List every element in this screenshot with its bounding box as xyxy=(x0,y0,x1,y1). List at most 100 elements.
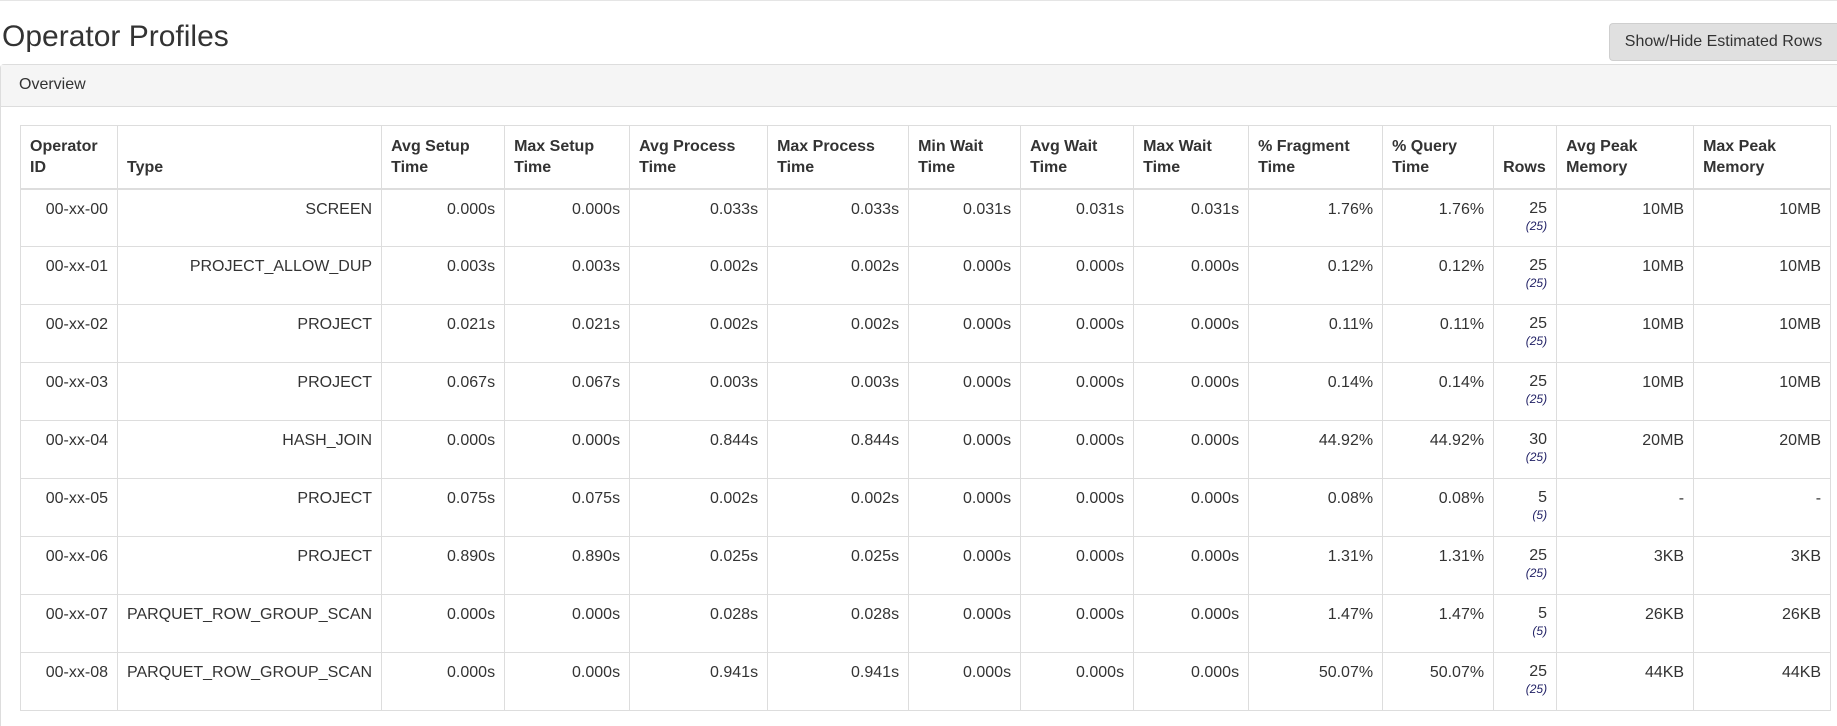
rows-cell: 30 (25) xyxy=(1493,420,1558,479)
avg-process-time-cell: 0.941s xyxy=(629,652,769,711)
column-header-operator-id[interactable]: Operator ID xyxy=(20,125,118,190)
max-process-time-cell: 0.002s xyxy=(767,246,910,305)
rows-cell: 25 (25) xyxy=(1493,362,1558,421)
rows-cell: 5 (5) xyxy=(1493,594,1558,653)
actual-rows-value: 30 xyxy=(1529,431,1548,448)
max-setup-time-cell: 0.890s xyxy=(504,536,631,595)
max-process-time-cell: 0.941s xyxy=(767,652,910,711)
max-wait-time-cell: 0.000s xyxy=(1133,536,1250,595)
max-peak-memory-cell: 10MB xyxy=(1693,362,1832,421)
avg-process-time-cell: 0.033s xyxy=(629,188,769,247)
avg-peak-memory-cell: 10MB xyxy=(1556,188,1695,247)
column-header-type[interactable]: Type xyxy=(116,125,383,190)
column-header-avg-process-time[interactable]: Avg Process Time xyxy=(629,125,769,190)
avg-wait-time-cell: 0.000s xyxy=(1020,478,1135,537)
table-header: Operator ID Type Avg Setup Time Max Setu… xyxy=(20,125,1832,190)
avg-wait-time-cell: 0.000s xyxy=(1020,594,1135,653)
rows-cell: 25 (25) xyxy=(1493,188,1558,247)
actual-rows-value: 25 xyxy=(1529,547,1548,564)
fragment-time-pct-cell: 1.47% xyxy=(1248,594,1384,653)
max-wait-time-cell: 0.000s xyxy=(1133,246,1250,305)
overview-panel: Overview xyxy=(0,64,1837,726)
estimated-rows-value: (5) xyxy=(1532,624,1548,638)
rows-cell: 5 (5) xyxy=(1493,478,1558,537)
operator-id-cell: 00-xx-05 xyxy=(20,478,118,537)
min-wait-time-cell: 0.000s xyxy=(908,362,1022,421)
estimated-rows-value: (25) xyxy=(1525,566,1548,580)
column-header-fragment-time-pct[interactable]: % Fragment Time xyxy=(1248,125,1384,190)
operator-id-cell: 00-xx-03 xyxy=(20,362,118,421)
avg-wait-time-cell: 0.031s xyxy=(1020,188,1135,247)
avg-peak-memory-cell: 10MB xyxy=(1556,362,1695,421)
max-wait-time-cell: 0.031s xyxy=(1133,188,1250,247)
actual-rows-value: 25 xyxy=(1529,257,1548,274)
table-row: 00-xx-05 PROJECT 0.075s 0.075s 0.002s 0.002s 0… xyxy=(20,478,1832,537)
operator-id-cell: 00-xx-08 xyxy=(20,652,118,711)
avg-wait-time-cell: 0.000s xyxy=(1020,362,1135,421)
column-header-max-wait-time[interactable]: Max Wait Time xyxy=(1133,125,1250,190)
avg-setup-time-cell: 0.890s xyxy=(381,536,506,595)
column-header-rows[interactable]: Rows xyxy=(1493,125,1558,190)
max-process-time-cell: 0.028s xyxy=(767,594,910,653)
avg-process-time-cell: 0.844s xyxy=(629,420,769,479)
estimated-rows-value: (25) xyxy=(1525,218,1548,233)
max-wait-time-cell: 0.000s xyxy=(1133,362,1250,421)
rows-cell: 25 (25) xyxy=(1493,536,1558,595)
min-wait-time-cell: 0.000s xyxy=(908,420,1022,479)
max-peak-memory-cell: 20MB xyxy=(1693,420,1832,479)
avg-peak-memory-cell: - xyxy=(1556,478,1695,537)
max-peak-memory-cell: 26KB xyxy=(1693,594,1832,653)
table-row: 00-xx-03 PROJECT 0.067s 0.067s 0.003s 0.003s 0… xyxy=(20,362,1832,421)
rows-cell: 25 (25) xyxy=(1493,652,1558,711)
avg-setup-time-cell: 0.021s xyxy=(381,304,506,363)
avg-peak-memory-cell: 20MB xyxy=(1556,420,1695,479)
rows-cell: 25 (25) xyxy=(1493,246,1558,305)
query-time-pct-cell: 0.14% xyxy=(1382,362,1495,421)
table-row: 00-xx-04 HASH_JOIN 0.000s 0.000s 0.844s 0.844… xyxy=(20,420,1832,479)
type-cell: HASH_JOIN xyxy=(116,420,383,479)
max-setup-time-cell: 0.000s xyxy=(504,652,631,711)
max-wait-time-cell: 0.000s xyxy=(1133,478,1250,537)
table-row: 00-xx-07 PARQUET_ROW_GROUP_SCAN 0.000s 0.00… xyxy=(20,594,1832,653)
avg-peak-memory-cell: 3KB xyxy=(1556,536,1695,595)
max-setup-time-cell: 0.067s xyxy=(504,362,631,421)
fragment-time-pct-cell: 44.92% xyxy=(1248,420,1384,479)
query-time-pct-cell: 1.31% xyxy=(1382,536,1495,595)
operator-id-cell: 00-xx-01 xyxy=(20,246,118,305)
min-wait-time-cell: 0.000s xyxy=(908,594,1022,653)
max-process-time-cell: 0.002s xyxy=(767,478,910,537)
avg-wait-time-cell: 0.000s xyxy=(1020,652,1135,711)
column-header-query-time-pct[interactable]: % Query Time xyxy=(1382,125,1495,190)
max-process-time-cell: 0.844s xyxy=(767,420,910,479)
max-setup-time-cell: 0.000s xyxy=(504,188,631,247)
fragment-time-pct-cell: 0.11% xyxy=(1248,304,1384,363)
column-header-avg-peak-memory[interactable]: Avg Peak Memory xyxy=(1556,125,1695,190)
avg-setup-time-cell: 0.000s xyxy=(381,594,506,653)
table-row: 00-xx-02 PROJECT 0.021s 0.021s 0.002s 0.002s 0… xyxy=(20,304,1832,363)
type-cell: PROJECT xyxy=(116,304,383,363)
avg-process-time-cell: 0.002s xyxy=(629,304,769,363)
actual-rows-value: 25 xyxy=(1529,315,1548,332)
query-time-pct-cell: 0.12% xyxy=(1382,246,1495,305)
column-header-max-process-time[interactable]: Max Process Time xyxy=(767,125,910,190)
header-row: Operator ID Type Avg Setup Time Max Setu… xyxy=(20,125,1832,190)
max-setup-time-cell: 0.021s xyxy=(504,304,631,363)
operator-id-cell: 00-xx-04 xyxy=(20,420,118,479)
column-header-avg-setup-time[interactable]: Avg Setup Time xyxy=(381,125,506,190)
min-wait-time-cell: 0.000s xyxy=(908,246,1022,305)
max-wait-time-cell: 0.000s xyxy=(1133,652,1250,711)
fragment-time-pct-cell: 50.07% xyxy=(1248,652,1384,711)
actual-rows-value: 5 xyxy=(1538,489,1548,506)
column-header-min-wait-time[interactable]: Min Wait Time xyxy=(908,125,1022,190)
avg-process-time-cell: 0.002s xyxy=(629,478,769,537)
show-hide-estimated-rows-button[interactable]: Show/Hide Estimated Rows xyxy=(1609,23,1837,61)
min-wait-time-cell: 0.000s xyxy=(908,536,1022,595)
avg-setup-time-cell: 0.000s xyxy=(381,420,506,479)
column-header-avg-wait-time[interactable]: Avg Wait Time xyxy=(1020,125,1135,190)
column-header-max-setup-time[interactable]: Max Setup Time xyxy=(504,125,631,190)
avg-peak-memory-cell: 10MB xyxy=(1556,304,1695,363)
min-wait-time-cell: 0.000s xyxy=(908,652,1022,711)
column-header-max-peak-memory[interactable]: Max Peak Memory xyxy=(1693,125,1832,190)
estimated-rows-value: (25) xyxy=(1525,682,1548,696)
